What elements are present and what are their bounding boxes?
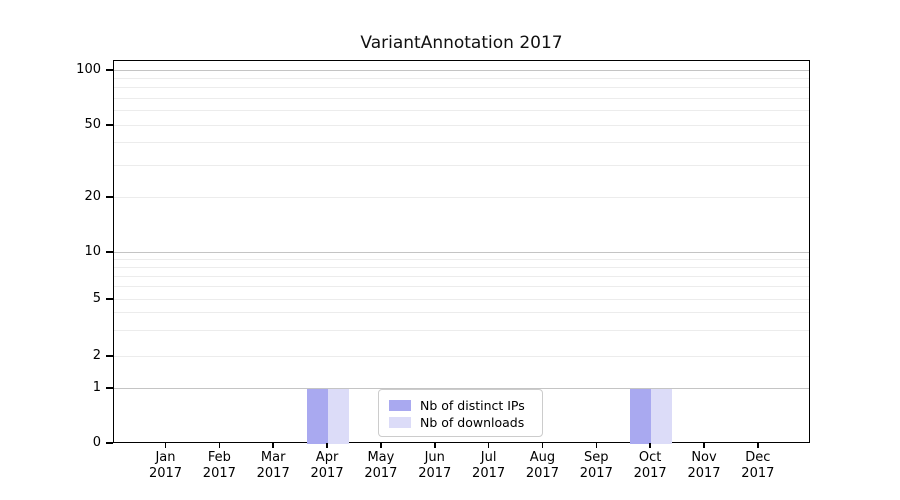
- y-tick-mark: [106, 442, 113, 444]
- minor-gridline: [114, 286, 809, 288]
- x-tick-mark: [703, 443, 705, 448]
- x-tick-mark: [434, 443, 436, 448]
- y-tick-label: 5: [92, 291, 101, 306]
- y-tick-mark: [106, 251, 113, 253]
- y-tick-mark: [106, 355, 113, 357]
- major-gridline: [114, 69, 809, 71]
- x-tick-label: Nov 2017: [687, 450, 721, 481]
- legend-label-downloads: Nb of downloads: [420, 414, 525, 430]
- x-tick-label: Oct 2017: [633, 450, 667, 481]
- minor-gridline: [114, 355, 809, 357]
- x-tick-mark: [757, 443, 759, 448]
- y-tick-label: 20: [84, 189, 101, 204]
- legend-item-distinct-ips: Nb of distinct IPs: [389, 397, 532, 413]
- x-tick-label: Jan 2017: [148, 450, 183, 481]
- y-tick-label: 50: [84, 117, 101, 132]
- y-tick-label: 1: [92, 380, 101, 395]
- y-tick-mark: [106, 124, 113, 126]
- legend-swatch-downloads-icon: [389, 416, 411, 428]
- x-tick-mark: [595, 443, 598, 448]
- y-tick-mark: [106, 69, 113, 71]
- x-tick-label: May 2017: [364, 450, 398, 481]
- minor-gridline: [114, 196, 809, 198]
- bar-nb-of-downloads-apr: [328, 389, 350, 444]
- x-tick-label: Aug 2017: [525, 450, 559, 481]
- x-tick-mark: [380, 443, 382, 448]
- minor-gridline: [114, 266, 809, 268]
- minor-gridline: [114, 312, 809, 314]
- plot-area: [113, 60, 810, 444]
- y-tick-label: 10: [84, 244, 101, 259]
- y-tick-label: 100: [76, 62, 101, 77]
- minor-gridline: [114, 258, 809, 260]
- x-tick-label: Feb 2017: [202, 450, 236, 481]
- y-tick-label: 0: [92, 435, 101, 450]
- x-tick-mark: [272, 443, 274, 448]
- y-tick-mark: [106, 196, 113, 198]
- legend-label-distinct-ips: Nb of distinct IPs: [420, 397, 525, 413]
- legend-swatch-distinct-ips-icon: [389, 399, 411, 411]
- major-gridline: [114, 251, 809, 253]
- x-tick-mark: [541, 443, 544, 448]
- x-tick-mark: [164, 443, 167, 448]
- minor-gridline: [114, 142, 809, 144]
- major-gridline: [114, 387, 809, 389]
- y-tick-mark: [106, 298, 113, 300]
- minor-gridline: [114, 164, 809, 166]
- minor-gridline: [114, 97, 809, 99]
- x-tick-label: Jun 2017: [418, 450, 452, 481]
- minor-gridline: [114, 110, 809, 112]
- minor-gridline: [114, 124, 809, 126]
- chart-title: VariantAnnotation 2017: [360, 33, 563, 53]
- minor-gridline: [114, 275, 809, 277]
- x-tick-label: Sep 2017: [579, 450, 613, 481]
- minor-gridline: [114, 77, 809, 79]
- minor-gridline: [114, 330, 809, 332]
- y-tick-label: 2: [92, 348, 101, 363]
- minor-gridline: [114, 298, 809, 300]
- x-tick-label: Jul 2017: [472, 450, 506, 481]
- bar-nb-of-distinct-ips-apr: [307, 389, 329, 444]
- bar-nb-of-downloads-oct: [651, 389, 673, 444]
- x-tick-label: Dec 2017: [741, 450, 775, 481]
- x-tick-label: Mar 2017: [256, 450, 290, 481]
- bar-nb-of-distinct-ips-oct: [630, 389, 652, 444]
- x-tick-mark: [218, 443, 221, 448]
- x-tick-mark: [487, 443, 490, 448]
- legend: Nb of distinct IPs Nb of downloads: [378, 389, 543, 437]
- legend-item-downloads: Nb of downloads: [389, 414, 532, 430]
- minor-gridline: [114, 87, 809, 89]
- y-tick-mark: [106, 387, 113, 389]
- x-tick-label: Apr 2017: [310, 450, 344, 481]
